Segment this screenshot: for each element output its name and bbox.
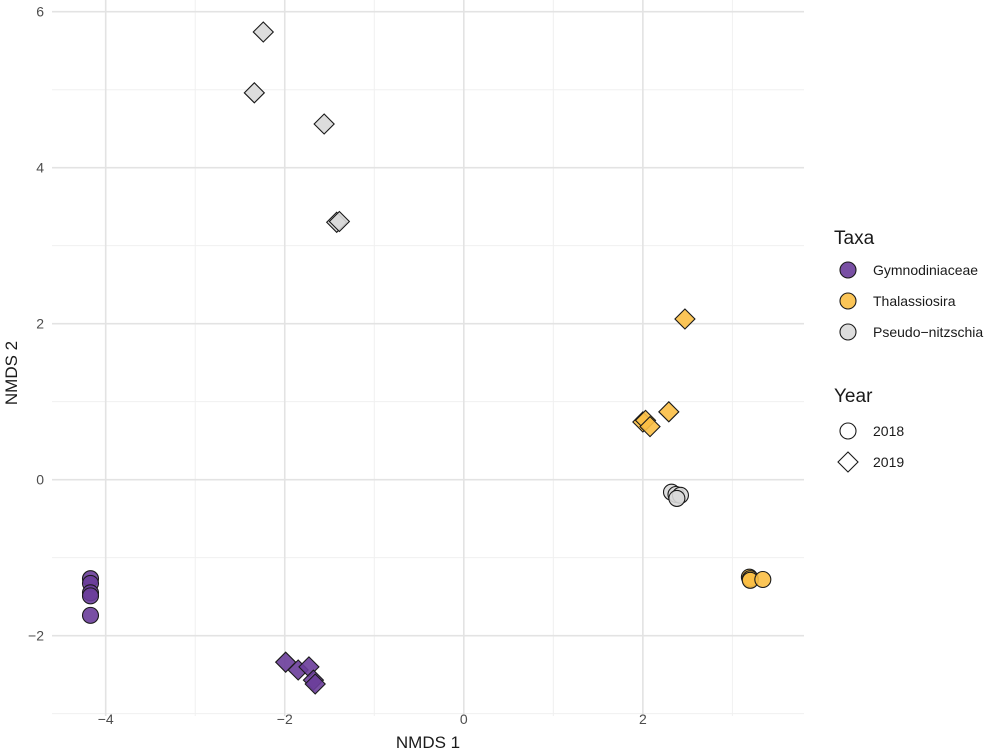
- legend-taxa-label: Gymnodiniaceae: [873, 262, 978, 278]
- legend-taxa-key: [839, 323, 857, 341]
- legend-year: Year 2018 2019: [834, 386, 904, 473]
- legend-year-label: 2019: [873, 454, 904, 470]
- grid-major: [52, 0, 804, 716]
- point-thalassiosira-2018: [754, 570, 772, 589]
- legend-taxa: Taxa Gymnodiniaceae Thalassiosira Pseudo−n…: [834, 228, 983, 341]
- data-points: [81, 21, 772, 695]
- legend-taxa-key: [839, 261, 857, 279]
- point-pseudo-nitzschia-2019: [328, 210, 351, 233]
- legend-year-title: Year: [834, 386, 873, 407]
- point-gymnodiniaceae-2018: [81, 587, 100, 605]
- point-pseudo-nitzschia-2019: [313, 113, 335, 135]
- point-thalassiosira-2019: [658, 401, 680, 423]
- point-gymnodiniaceae-2019: [304, 673, 326, 695]
- y-axis-title: NMDS 2: [2, 341, 21, 405]
- legend-taxa-label: Pseudo−nitzschia: [873, 324, 983, 340]
- x-tick-label: 0: [460, 711, 468, 727]
- legend-taxa-key: [839, 292, 857, 310]
- grid-minor: [52, 0, 804, 716]
- x-tick-label: −4: [98, 711, 114, 727]
- point-thalassiosira-2019: [674, 308, 696, 330]
- point-pseudo-nitzschia-2018: [668, 489, 686, 507]
- point-thalassiosira-2019: [639, 415, 661, 438]
- x-tick-label: −2: [277, 711, 293, 727]
- point-pseudo-nitzschia-2019: [243, 82, 266, 104]
- point-pseudo-nitzschia-2019: [252, 21, 275, 43]
- x-tick-label: 2: [639, 711, 647, 727]
- legend-year-label: 2018: [873, 423, 904, 439]
- point-gymnodiniaceae-2018: [81, 606, 100, 624]
- y-tick-label: −2: [28, 628, 44, 644]
- y-tick-label: 2: [36, 316, 44, 332]
- legend-year-key: [839, 422, 857, 440]
- y-tick-label: 0: [36, 472, 44, 488]
- x-axis-title: NMDS 1: [396, 733, 460, 752]
- legend-year-key: [837, 451, 859, 473]
- y-tick-label: 6: [36, 4, 44, 20]
- legend-taxa-title: Taxa: [834, 228, 875, 249]
- y-tick-label: 4: [36, 160, 44, 176]
- y-tick-labels: −2 0 2 4 6: [28, 4, 44, 644]
- x-tick-labels: −4 −2 0 2: [98, 711, 647, 727]
- legend-taxa-label: Thalassiosira: [873, 293, 956, 309]
